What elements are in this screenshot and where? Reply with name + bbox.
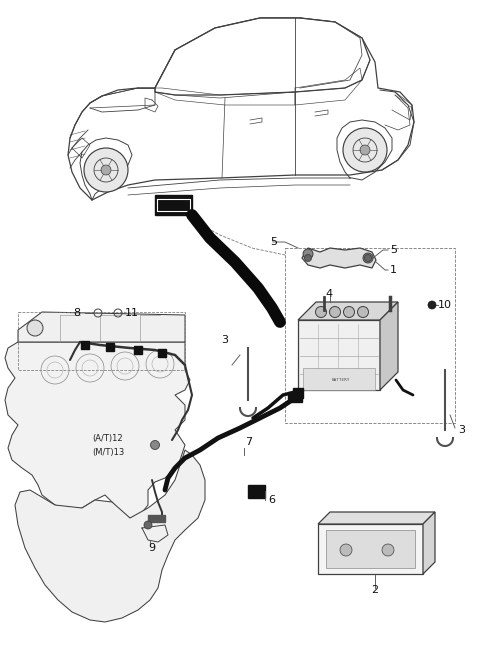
Circle shape [364,254,372,261]
Text: BATTERY: BATTERY [332,378,350,382]
Text: 3: 3 [458,425,465,435]
Circle shape [84,148,128,192]
Circle shape [343,128,387,172]
Polygon shape [158,349,166,357]
Polygon shape [302,248,376,268]
Polygon shape [423,512,435,574]
Polygon shape [15,450,205,622]
Text: 10: 10 [438,300,452,310]
Polygon shape [5,342,190,518]
Text: (A/T)12: (A/T)12 [93,433,123,443]
Bar [285,248,455,423]
Text: 7: 7 [245,437,252,447]
Bar [303,368,375,390]
Circle shape [303,249,313,259]
Polygon shape [155,195,192,215]
Bar [326,530,415,568]
Circle shape [151,441,159,450]
Polygon shape [148,515,165,522]
Circle shape [360,145,370,155]
Text: 8: 8 [73,308,80,318]
Circle shape [363,253,373,263]
Circle shape [344,307,355,318]
Polygon shape [155,18,370,95]
Circle shape [101,165,111,175]
Text: 6: 6 [268,495,275,505]
Polygon shape [288,392,302,402]
Circle shape [315,307,326,318]
Circle shape [428,301,436,309]
Polygon shape [380,302,398,390]
Text: (M/T)13: (M/T)13 [92,448,124,457]
Text: 5: 5 [270,237,277,247]
Polygon shape [134,346,142,354]
Polygon shape [81,341,89,349]
Text: 2: 2 [372,585,379,595]
Circle shape [144,521,152,529]
Text: 5: 5 [390,245,397,255]
Text: 3: 3 [221,335,228,345]
Polygon shape [318,512,435,524]
Circle shape [382,544,394,556]
Circle shape [358,307,369,318]
Text: 4: 4 [325,289,332,299]
Polygon shape [18,312,185,342]
Polygon shape [248,485,265,498]
Circle shape [329,307,340,318]
Polygon shape [298,302,398,320]
Text: 1: 1 [390,265,397,275]
Circle shape [340,544,352,556]
Text: 11: 11 [125,308,139,318]
Bar [298,320,380,390]
Polygon shape [106,343,114,351]
Circle shape [27,320,43,336]
Circle shape [304,254,312,261]
Bar [318,524,423,574]
Polygon shape [293,388,303,398]
Polygon shape [68,18,414,200]
Text: 9: 9 [148,543,155,553]
